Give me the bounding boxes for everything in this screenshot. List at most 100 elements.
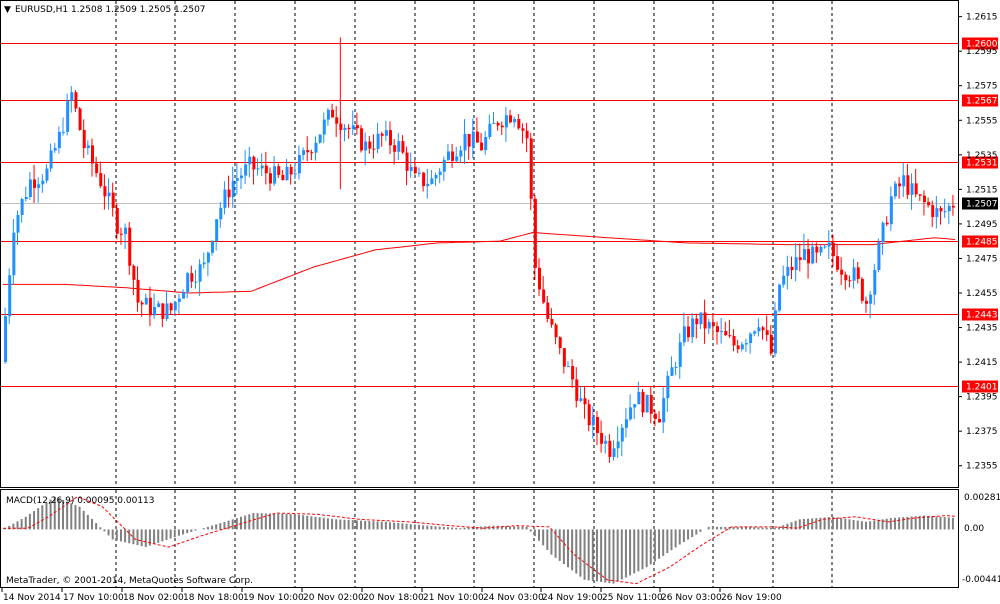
candle-body xyxy=(620,427,624,442)
current-price-tag xyxy=(962,197,998,210)
candle-body xyxy=(736,345,740,350)
candle-body xyxy=(749,333,753,344)
candle-body xyxy=(587,404,591,426)
candle-body xyxy=(807,249,811,264)
candle-body xyxy=(384,130,388,136)
candle-body xyxy=(931,205,935,217)
candle-body xyxy=(463,134,467,151)
candle-body xyxy=(223,189,227,208)
candle-body xyxy=(326,109,330,120)
candle-body xyxy=(215,219,219,242)
candle-body xyxy=(836,256,840,270)
level-tag xyxy=(962,380,998,393)
candle-body xyxy=(331,109,335,118)
candle-body xyxy=(4,316,8,363)
level-tag xyxy=(962,156,998,169)
candle-body xyxy=(343,127,347,131)
candle-body xyxy=(786,266,790,276)
price-tick-label: 1.2555 xyxy=(966,116,998,126)
candle-body xyxy=(542,289,546,303)
candle-body xyxy=(430,178,434,184)
candle-body xyxy=(666,375,670,399)
candle-body xyxy=(297,155,301,174)
candle-body xyxy=(612,448,616,457)
candle-body xyxy=(782,275,786,285)
candle-body xyxy=(798,257,802,261)
time-label: 20 Nov 18:00 xyxy=(363,593,424,603)
candle-body xyxy=(496,122,500,126)
level-tag-label: 1.2443 xyxy=(966,311,998,321)
candle-body xyxy=(579,398,583,401)
candle-body xyxy=(641,391,645,413)
candle-body xyxy=(124,227,128,235)
candle-body xyxy=(397,141,401,152)
candle-body xyxy=(893,183,897,197)
candle-body xyxy=(182,291,186,299)
candle-body xyxy=(111,192,115,208)
time-label: 14 Nov 2014 xyxy=(3,593,61,603)
time-label: 24 Nov 03:00 xyxy=(483,593,544,603)
candle-body xyxy=(529,138,533,199)
candle-body xyxy=(206,252,210,263)
candle-body xyxy=(471,131,475,147)
macd-title: MACD(12,26,9) 0.00095 0.00113 xyxy=(6,496,155,506)
ma-line xyxy=(3,231,956,294)
candle-body xyxy=(368,141,372,149)
candle-body xyxy=(157,303,161,307)
candle-body xyxy=(504,115,508,128)
candle-body xyxy=(724,330,728,336)
candle-body xyxy=(49,150,53,169)
candle-body xyxy=(380,133,384,136)
level-tag xyxy=(962,308,998,321)
candle-body xyxy=(260,165,264,169)
time-label: 17 Nov 10:00 xyxy=(63,593,124,603)
level-tag-label: 1.2531 xyxy=(966,159,998,169)
price-tick-label: 1.2515 xyxy=(966,185,998,195)
collapse-arrow-icon[interactable]: ▼ xyxy=(4,5,11,15)
candle-body xyxy=(670,367,674,376)
candle-body xyxy=(604,440,608,444)
candle-body xyxy=(302,150,306,156)
candle-body xyxy=(815,246,819,253)
candle-body xyxy=(513,119,517,123)
candle-body xyxy=(716,326,719,333)
time-axis: 14 Nov 2014 17 Nov 10:00 18 Nov 02:00 18 No… xyxy=(1,588,782,603)
candle-body xyxy=(231,180,235,198)
candle-body xyxy=(53,148,57,151)
candle-body xyxy=(492,122,496,124)
candle-body xyxy=(852,267,856,281)
candle-body xyxy=(538,267,542,290)
candle-body xyxy=(107,192,111,197)
macd-axis-top: 0.00281 xyxy=(964,493,1000,503)
candle-body xyxy=(211,241,215,253)
candle-body xyxy=(12,232,16,276)
candle-body xyxy=(910,183,914,195)
candle-body xyxy=(144,297,148,305)
candle-body xyxy=(86,145,90,149)
candle-body xyxy=(322,119,326,135)
candle-body xyxy=(281,174,285,181)
candle-body xyxy=(914,183,918,195)
candle-body xyxy=(484,136,488,151)
time-label: 21 Nov 10:00 xyxy=(423,593,484,603)
candle-body xyxy=(248,156,252,165)
candle-body xyxy=(467,134,471,147)
candle-body xyxy=(74,92,78,109)
level-tag xyxy=(962,94,998,107)
price-tick-label: 1.2355 xyxy=(966,462,998,472)
candle-body xyxy=(699,312,703,325)
price-tick-label: 1.2415 xyxy=(966,358,998,368)
candle-body xyxy=(939,208,943,212)
candle-body xyxy=(889,196,893,225)
price-tick-label: 1.2495 xyxy=(966,220,998,230)
time-label: 26 Nov 03:00 xyxy=(661,593,722,603)
candle-body xyxy=(426,183,430,187)
candle-body xyxy=(662,398,666,423)
candle-body xyxy=(757,327,761,332)
candle-body xyxy=(935,208,939,217)
candle-body xyxy=(351,125,355,130)
candle-body xyxy=(558,337,562,349)
candle-body xyxy=(57,131,61,149)
candle-body xyxy=(455,156,459,161)
